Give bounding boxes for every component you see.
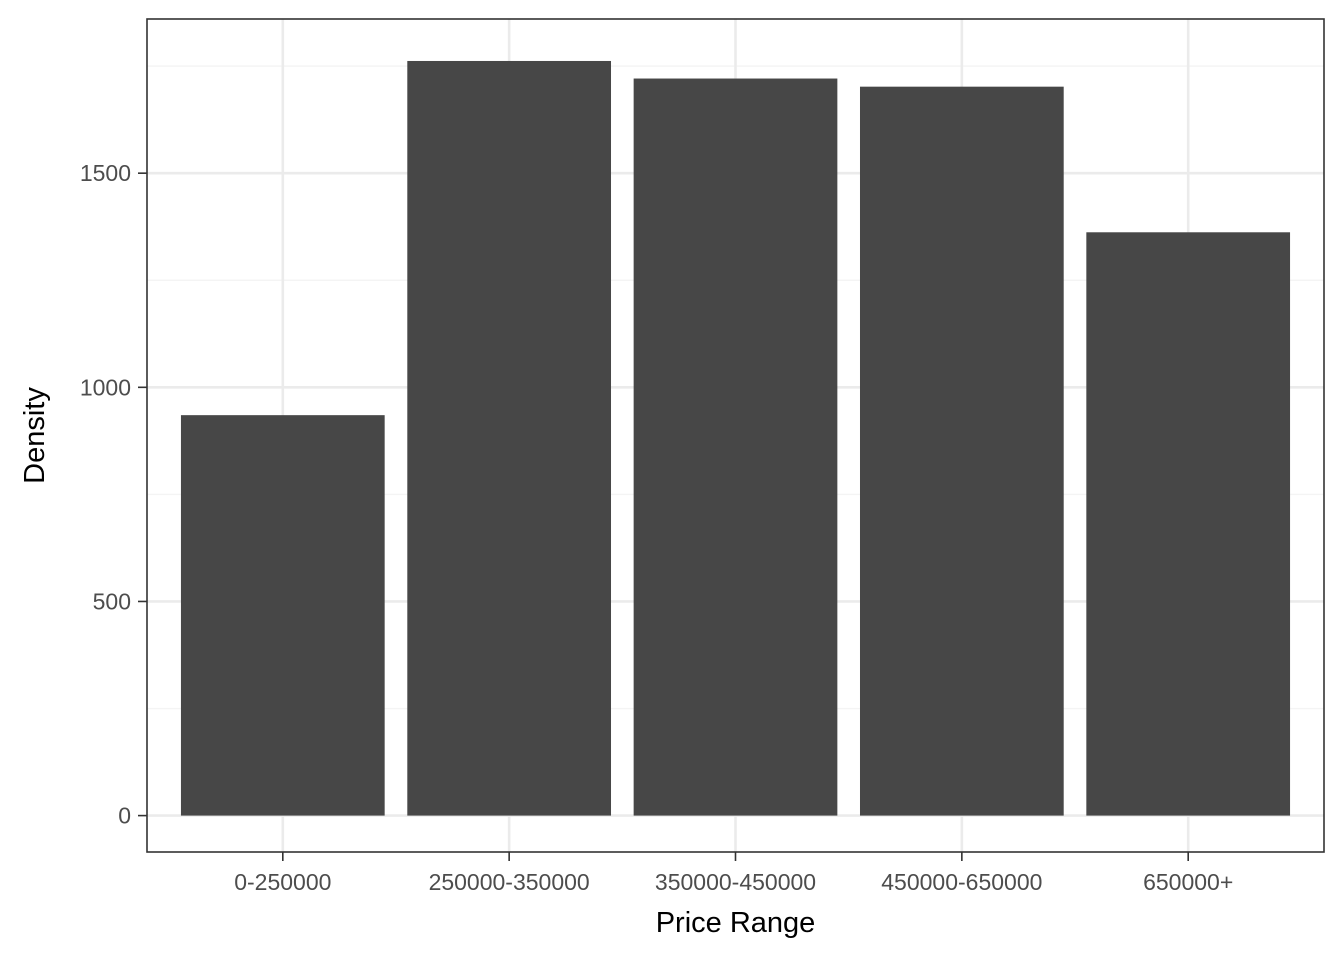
bar — [633, 78, 838, 816]
axis-ticks — [138, 172, 1189, 861]
x-tick-label: 250000-350000 — [429, 869, 590, 895]
y-axis-title: Density — [19, 387, 51, 484]
y-tick-label: 500 — [93, 588, 131, 614]
y-tick-label: 1000 — [80, 374, 131, 400]
y-tick-label: 0 — [118, 803, 131, 829]
x-tick-label: 0-250000 — [234, 869, 331, 895]
x-tick-label: 350000-450000 — [655, 869, 816, 895]
bar — [407, 60, 612, 816]
x-tick-label: 650000+ — [1143, 869, 1233, 895]
x-tick-label: 450000-650000 — [881, 869, 1042, 895]
bar — [1086, 232, 1291, 816]
tick-labels: 0 500 1000 1500 0-250000 250000-350000 350000-… — [80, 160, 1233, 895]
bar — [859, 86, 1064, 816]
bars — [180, 60, 1291, 816]
bar — [180, 415, 385, 816]
y-tick-label: 1500 — [80, 160, 131, 186]
x-axis-title: Price Range — [656, 907, 816, 939]
